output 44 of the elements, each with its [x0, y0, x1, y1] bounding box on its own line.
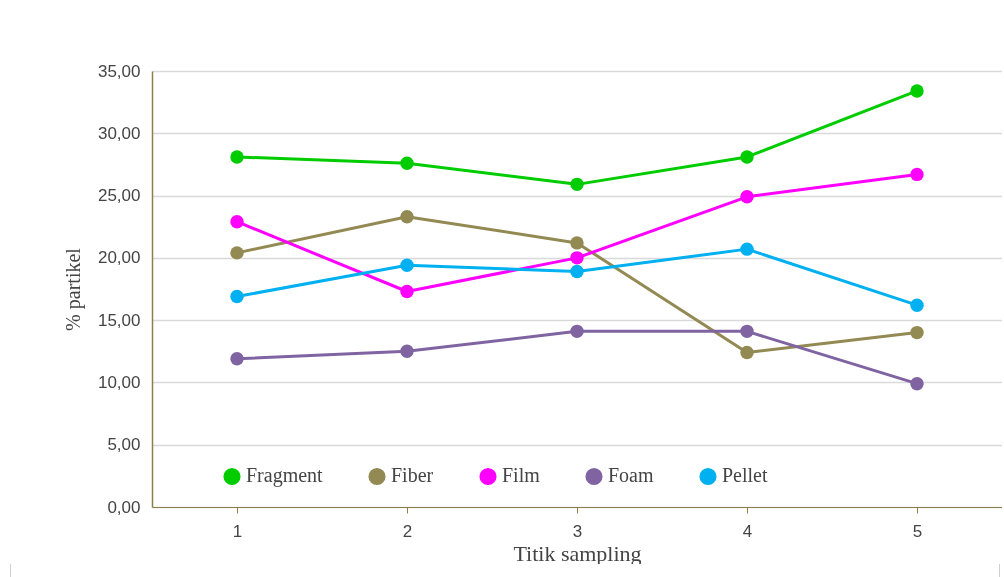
point [740, 190, 754, 204]
legend-label: Film [502, 464, 541, 487]
point [230, 150, 244, 164]
point [740, 345, 754, 360]
point [400, 284, 414, 299]
point [230, 246, 244, 260]
point [910, 167, 924, 182]
point [400, 258, 414, 273]
y-tick-label: 0,00 [107, 497, 141, 517]
y-tick-label: 35,00 [97, 61, 141, 81]
legend-label: Pellet [722, 464, 768, 487]
point [910, 325, 924, 340]
point [400, 210, 414, 224]
legend-label: Fragment [246, 464, 324, 488]
point [740, 324, 754, 339]
y-tick-label: 5,00 [107, 435, 141, 455]
point [740, 242, 754, 256]
y-axis-title: % partikel [61, 247, 85, 331]
x-tick-label: 4 [742, 521, 753, 541]
point [400, 344, 414, 358]
y-tick-label: 20,00 [97, 248, 141, 268]
point [230, 215, 244, 229]
point [230, 352, 244, 366]
y-tick-label: 10,00 [97, 372, 141, 392]
point [740, 150, 754, 164]
point [400, 156, 414, 170]
point [570, 177, 584, 192]
point [570, 251, 584, 265]
x-tick-label: 3 [572, 521, 583, 541]
point [910, 298, 924, 312]
x-tick-label: 5 [912, 521, 923, 541]
point [570, 264, 584, 279]
y-tick-label: 30,00 [97, 123, 141, 143]
point [570, 324, 584, 339]
x-tick-label: 2 [402, 521, 413, 541]
point [910, 376, 924, 391]
point [230, 289, 244, 304]
y-tick-label: 15,00 [97, 310, 141, 330]
x-tick-label: 1 [232, 521, 243, 541]
y-tick-label: 25,00 [97, 186, 141, 206]
point [910, 84, 924, 98]
legend-label: Foam [608, 464, 654, 487]
legend-label: Fiber [391, 464, 434, 487]
point [570, 236, 584, 250]
